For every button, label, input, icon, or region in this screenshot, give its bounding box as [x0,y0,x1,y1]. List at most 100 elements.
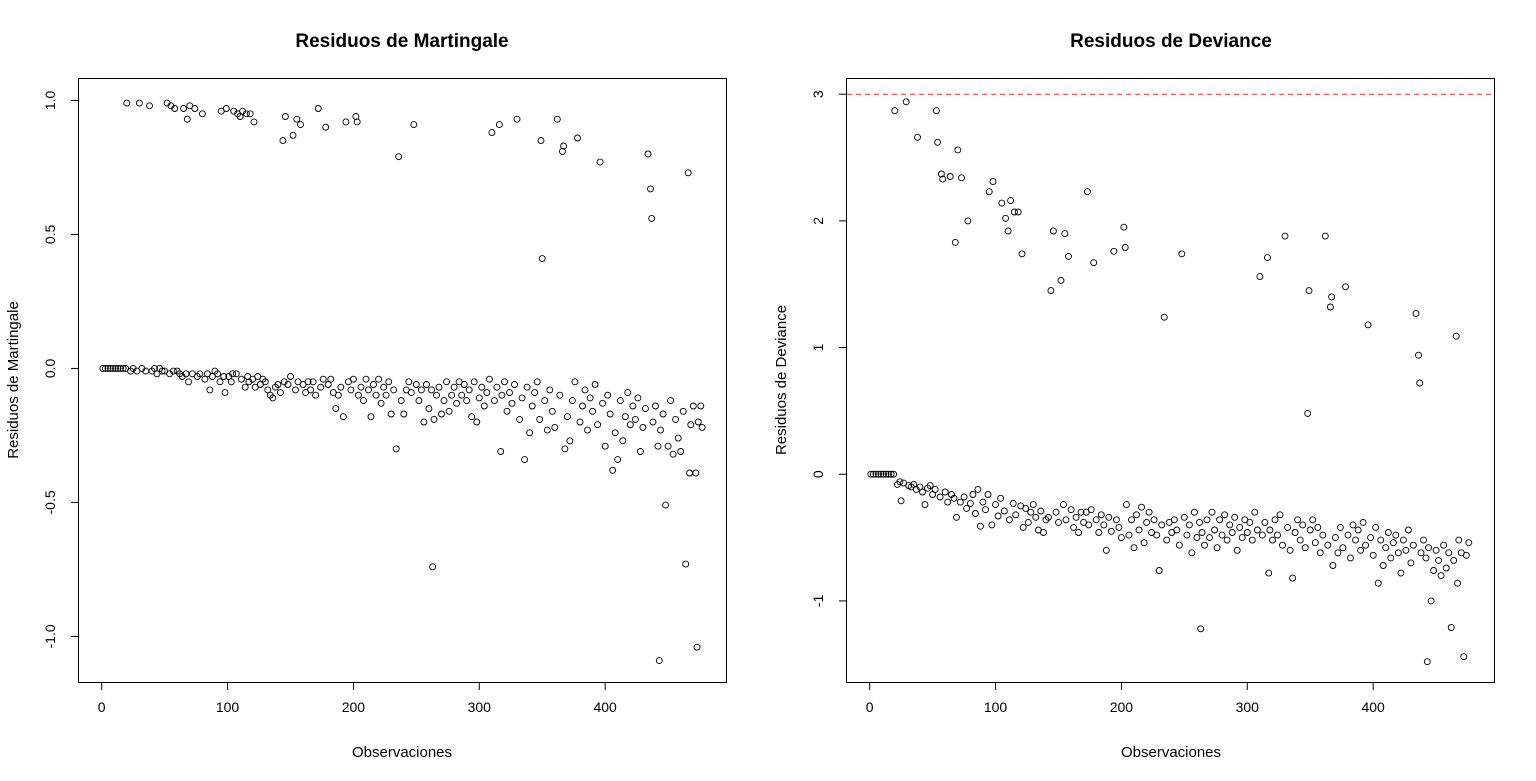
data-point [1440,541,1448,549]
data-point [616,397,624,405]
data-point [541,397,549,405]
data-point [644,150,652,158]
data-point [1122,501,1130,509]
data-point [533,378,541,386]
data-point [297,121,304,129]
data-point [458,391,466,399]
data-point [1321,232,1329,240]
data-point [896,478,904,486]
data-point [1153,531,1161,539]
data-point [997,494,1005,502]
data-point [480,402,488,410]
data-point [279,137,287,145]
data-point [397,397,405,405]
data-point [1462,551,1470,559]
data-point [453,399,461,407]
data-point [353,118,361,126]
data-point [511,381,518,388]
data-point [473,418,481,426]
data-point [468,413,476,421]
data-point [1374,579,1382,587]
data-point [242,110,250,118]
data-point [601,442,609,450]
data-point [869,470,877,478]
y-tick-label: 1 [810,343,826,351]
data-point [1002,214,1010,222]
data-point [669,450,677,458]
data-point [1203,516,1211,524]
data-point [1454,579,1461,587]
data-point [939,175,947,183]
y-tick-label: 0.0 [42,358,58,378]
data-point [185,378,192,386]
data-point [672,415,680,423]
data-point [1412,309,1420,317]
y-tick-label: 1.0 [42,90,58,110]
data-point [694,418,702,426]
data-point [648,214,656,222]
data-point [392,445,400,453]
data-point [1070,523,1078,531]
data-point [1100,521,1108,529]
data-point [652,402,659,410]
data-point [362,375,370,383]
data-point [941,488,949,496]
data-point [992,501,999,509]
data-point [387,410,395,418]
data-point [551,423,559,431]
data-point [944,498,952,506]
data-point [1299,521,1307,529]
data-point [445,407,453,415]
data-point [1216,516,1224,524]
data-point [216,378,224,386]
data-point [1221,511,1229,519]
data-point [1206,534,1213,542]
data-point [99,364,107,372]
data-point [531,389,539,397]
data-point [664,442,672,450]
data-point [958,174,965,182]
data-point [375,375,383,383]
data-point [1102,546,1110,554]
data-point [307,386,315,394]
data-point [1329,562,1337,569]
data-point [1362,541,1370,549]
data-point [1251,508,1259,516]
data-point [483,389,491,397]
data-point [619,437,627,445]
data-point [114,364,122,372]
data-point [206,386,214,394]
data-point [1170,516,1178,524]
data-point [914,133,921,141]
data-point [1331,534,1339,542]
data-point [412,381,420,388]
data-point [976,522,984,530]
data-point [1425,544,1432,552]
data-point [698,423,706,431]
data-point [528,402,536,410]
x-tick-label: 300 [468,699,492,715]
data-point [370,381,377,388]
data-point [1357,546,1365,554]
data-point [574,134,581,142]
data-point [1417,549,1425,557]
data-point [1201,541,1208,549]
data-point [1226,521,1234,529]
data-point [1442,564,1450,572]
data-point [546,386,554,394]
data-point [1042,516,1050,524]
data-point [1324,541,1332,549]
data-point [420,418,428,426]
data-point [417,386,425,394]
data-point [1369,551,1377,559]
data-point [950,494,958,502]
data-point [246,110,254,118]
data-point [655,657,663,665]
data-point [960,493,968,501]
data-point [1160,313,1168,321]
data-point [880,470,887,478]
data-point [1145,508,1153,516]
data-point [599,399,607,407]
data-point [1407,559,1415,567]
